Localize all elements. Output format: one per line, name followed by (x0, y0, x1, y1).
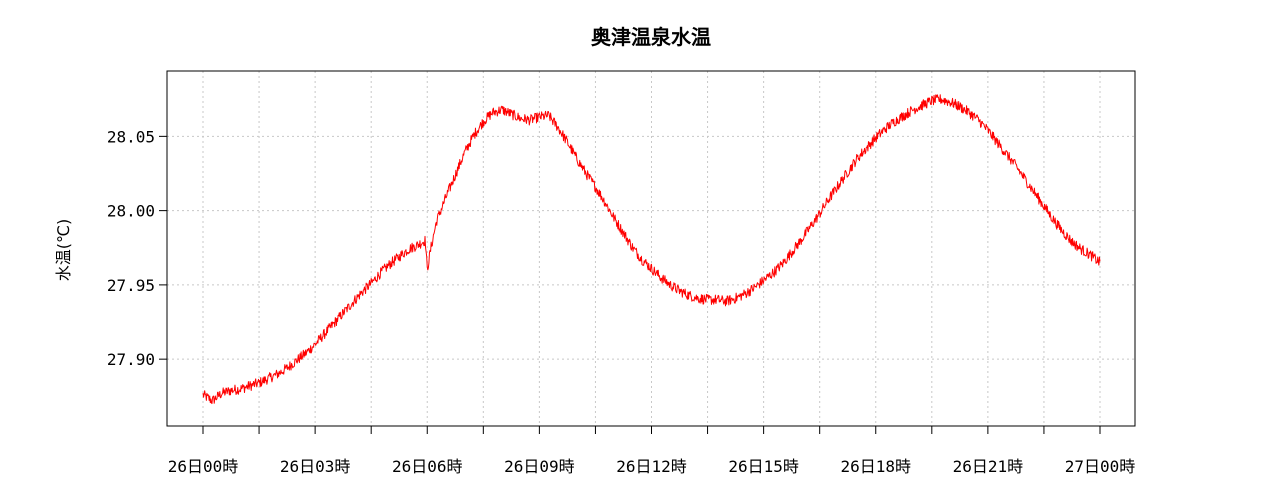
x-tick-label: 26日15時 (728, 457, 799, 476)
chart-title: 奥津温泉水温 (591, 25, 711, 49)
y-tick-label: 27.95 (107, 276, 155, 295)
x-tick-label: 26日18時 (840, 457, 911, 476)
x-tick-label: 26日09時 (504, 457, 575, 476)
x-axis: 26日00時 26日03時 26日06時 26日09時 26日12時 26日15時 26日1… (168, 426, 1136, 476)
y-tick-label: 28.05 (107, 127, 155, 146)
x-tick-label: 27日00時 (1065, 457, 1136, 476)
y-axis-label: 水温(℃) (54, 219, 73, 281)
x-tick-label: 26日06時 (392, 457, 463, 476)
data-series (202, 94, 1101, 405)
grid-lines (167, 71, 1135, 426)
x-tick-label: 26日21時 (953, 457, 1024, 476)
x-tick-label: 26日03時 (280, 457, 351, 476)
y-tick-label: 28.00 (107, 202, 155, 221)
y-tick-label: 27.90 (107, 350, 155, 369)
x-tick-label: 26日12時 (616, 457, 687, 476)
series-line-0 (202, 94, 1101, 405)
x-tick-label: 26日00時 (168, 457, 239, 476)
y-axis: 27.90 27.95 28.00 28.05 (107, 127, 167, 369)
